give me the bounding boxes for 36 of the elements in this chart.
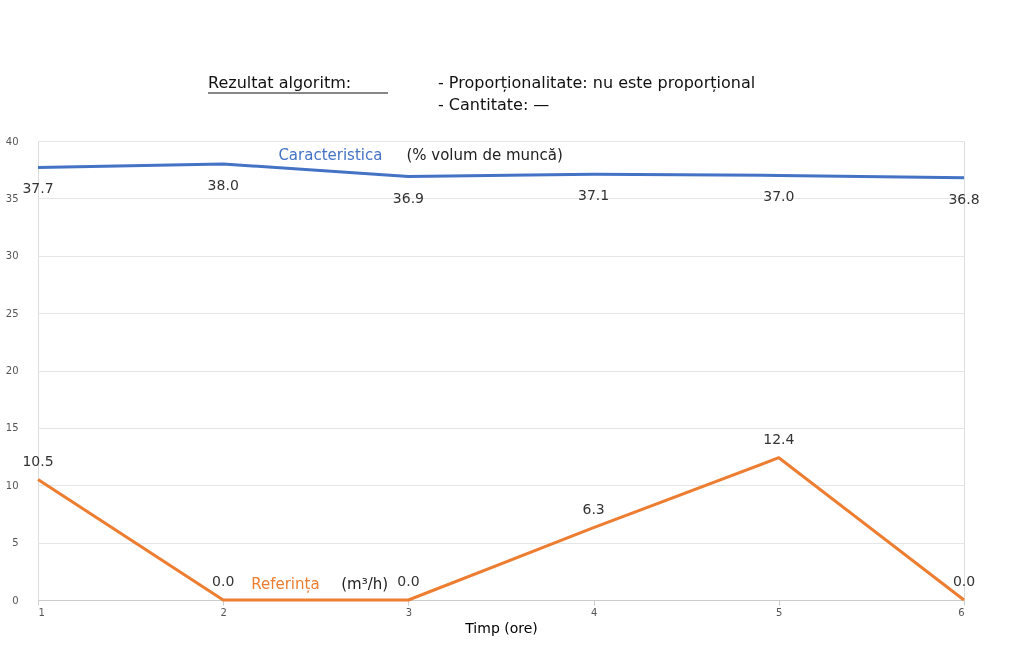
data-label: 36.8 xyxy=(948,190,980,207)
x-axis-title: Timp (ore) xyxy=(464,619,538,636)
series-label: Caracteristica xyxy=(278,145,383,164)
text: - Cantitate: — xyxy=(438,95,550,114)
data-label: 37.0 xyxy=(763,188,795,205)
x-tick-label: 3 xyxy=(405,606,413,618)
data-label: 6.3 xyxy=(582,500,605,517)
chart-title: Rezultat algoritm: xyxy=(208,73,352,92)
data-label: 38.0 xyxy=(207,176,239,193)
line-series xyxy=(36,162,966,180)
data-label: 0.0 xyxy=(212,573,235,589)
y-tick-label: 25 xyxy=(5,307,19,319)
text: - Proporționalitate: nu este proporțional xyxy=(438,73,756,92)
annotation: (m³/h) xyxy=(341,575,389,593)
data-label: 10.5 xyxy=(22,452,54,469)
data-label: 0.0 xyxy=(397,573,420,589)
data-label: 12.4 xyxy=(763,430,795,447)
data-label: 36.9 xyxy=(392,189,424,206)
y-tick-label: 10 xyxy=(5,479,19,491)
data-label: 0.0 xyxy=(952,573,976,589)
x-tick-label: 5 xyxy=(776,606,783,618)
y-tick-label: 5 xyxy=(12,537,19,549)
data-label: 37.1 xyxy=(578,187,610,204)
annotation: (% volum de muncă) xyxy=(406,145,563,164)
x-tick-label: 1 xyxy=(38,606,45,618)
x-tick-label: 6 xyxy=(958,606,965,618)
y-tick-label: 15 xyxy=(5,422,19,434)
series-label: Referința xyxy=(251,575,320,593)
y-tick-label: 40 xyxy=(5,135,19,147)
y-tick-label: 35 xyxy=(5,192,19,204)
x-tick-label: 4 xyxy=(590,606,598,618)
x-tick-label: 2 xyxy=(220,606,227,618)
data-label: 37.7 xyxy=(22,180,54,197)
y-tick-label: 20 xyxy=(5,365,19,376)
y-tick-label: 0 xyxy=(12,594,19,606)
y-tick-label: 30 xyxy=(5,250,19,262)
